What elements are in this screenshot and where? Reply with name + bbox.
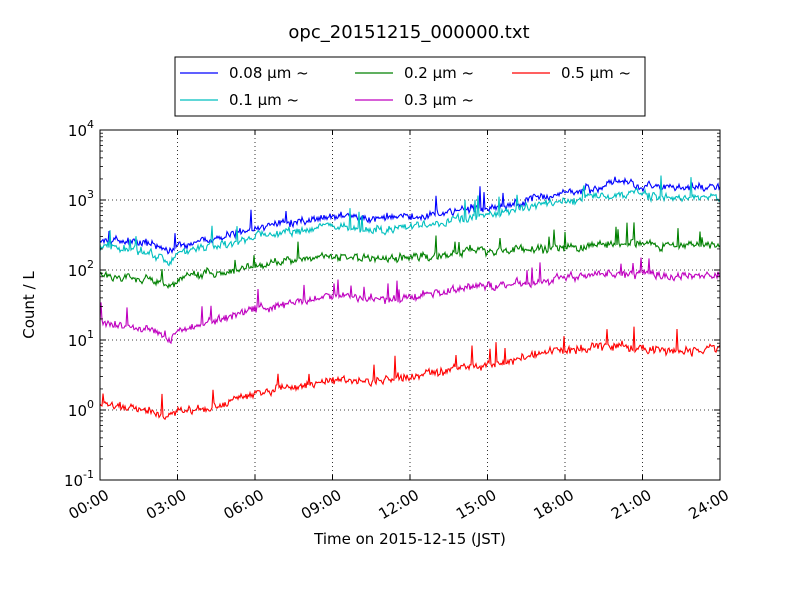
x-tick-label: 24:00: [686, 486, 732, 523]
y-tick-label: 100: [68, 398, 94, 420]
legend-label: 0.1 μm ~: [229, 91, 299, 109]
x-tick-label: 18:00: [531, 486, 577, 523]
ticks: [99, 129, 721, 481]
legend: 0.08 μm ~ 0.1 μm ~ 0.2 μm ~ 0.3 μm ~ 0.5 μm …: [174, 56, 646, 117]
chart-title: opc_20151215_000000.txt: [288, 22, 529, 43]
x-tick-label: 12:00: [376, 486, 422, 523]
y-tick-labels: 10-1 100 101 102 103 104: [64, 118, 94, 490]
y-tick-label: 10-1: [64, 468, 94, 490]
legend-label: 0.3 μm ~: [404, 91, 474, 109]
x-tick-label: 21:00: [608, 486, 654, 523]
x-tick-label: 15:00: [453, 486, 499, 523]
x-tick-label: 00:00: [66, 486, 112, 523]
x-tick-label: 03:00: [143, 486, 189, 523]
x-tick-label: 09:00: [298, 486, 344, 523]
x-tick-label: 06:00: [221, 486, 267, 523]
legend-label: 0.08 μm ~: [229, 64, 309, 82]
x-axis-label: Time on 2015-12-15 (JST): [313, 530, 506, 548]
y-tick-label: 101: [68, 328, 94, 350]
legend-box: [174, 56, 646, 117]
grid: [100, 130, 720, 480]
legend-label: 0.5 μm ~: [561, 64, 631, 82]
y-tick-label: 102: [68, 258, 94, 280]
series-line: [99, 326, 721, 421]
series-line: [99, 222, 721, 290]
y-axis-label: Count / L: [20, 271, 38, 339]
legend-label: 0.2 μm ~: [404, 64, 474, 82]
y-tick-label: 104: [68, 118, 94, 140]
y-tick-label: 103: [68, 188, 94, 210]
series-line: [99, 257, 721, 345]
series-line: [99, 175, 721, 267]
series-line: [99, 176, 721, 255]
series-layer: [99, 175, 721, 421]
x-tick-labels: 00:00 03:00 06:00 09:00 12:00 15:00 18:00 21:00…: [66, 486, 732, 523]
